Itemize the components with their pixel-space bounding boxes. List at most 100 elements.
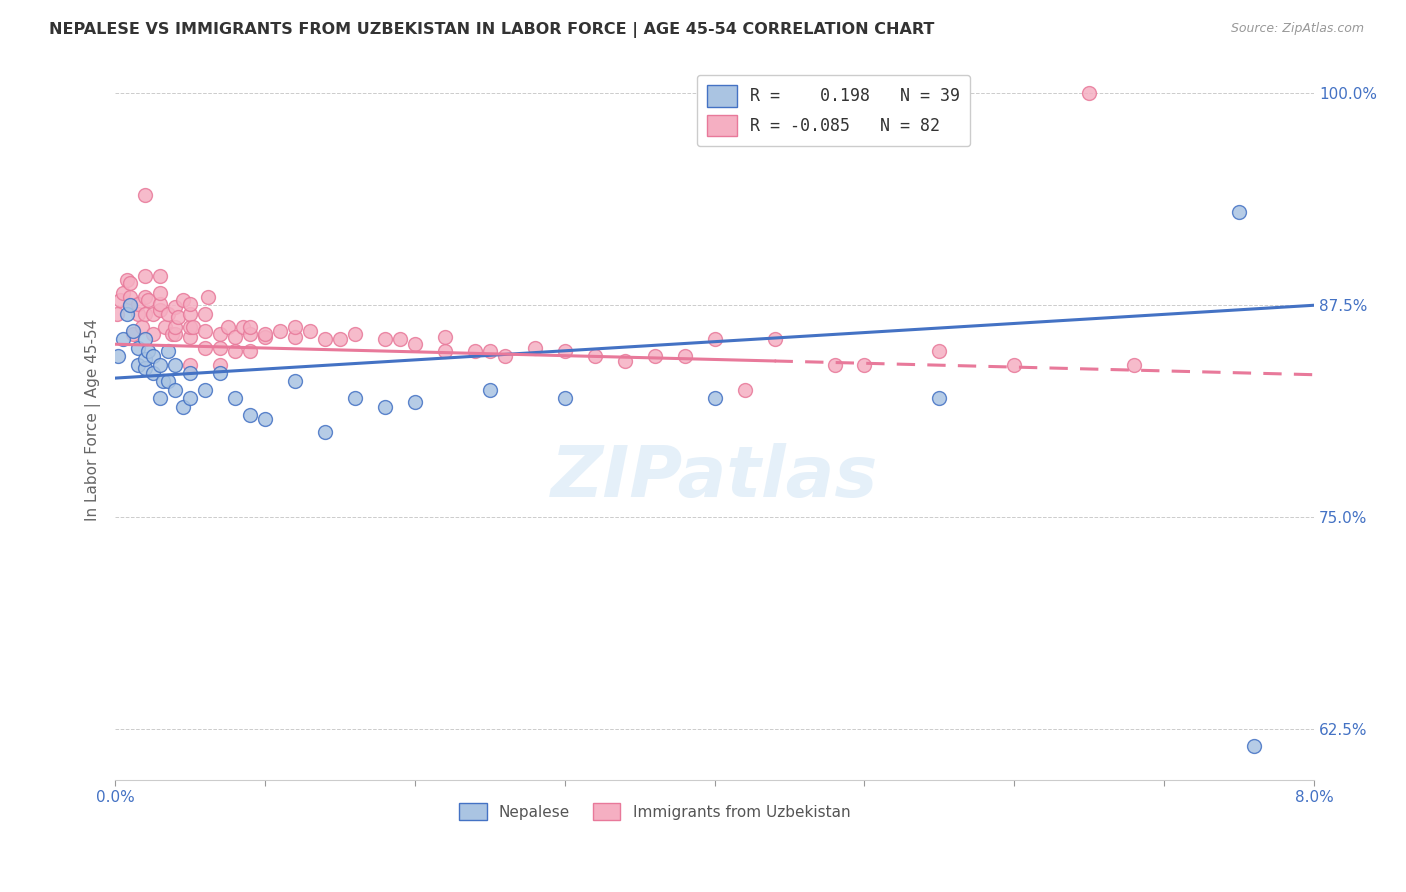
Point (284, 330, 307, 344)
Point (194, 307, 217, 321)
Point (209, 326, 232, 341)
Point (1078, 87, 1101, 101)
Point (583, 349, 606, 363)
Point (134, 307, 156, 321)
Point (179, 296, 201, 310)
Point (142, 326, 165, 341)
Point (404, 394, 426, 409)
Point (928, 392, 950, 406)
Point (1243, 739, 1265, 753)
Point (142, 307, 165, 321)
Point (194, 324, 217, 338)
Point (254, 330, 277, 344)
Point (127, 341, 149, 355)
Point (644, 349, 666, 363)
Text: Source: ZipAtlas.com: Source: ZipAtlas.com (1230, 22, 1364, 36)
Point (149, 392, 172, 406)
Point (134, 269, 156, 284)
Point (209, 358, 232, 372)
Point (224, 330, 246, 344)
Point (404, 337, 426, 351)
Point (613, 354, 636, 368)
Point (127, 358, 149, 372)
Point (194, 341, 217, 355)
Point (111, 332, 134, 346)
Point (149, 286, 172, 301)
Point (239, 320, 262, 334)
Point (165, 326, 187, 341)
Point (197, 290, 219, 304)
Point (554, 392, 576, 406)
Point (478, 383, 501, 397)
Point (734, 383, 756, 397)
Point (134, 290, 156, 304)
Point (134, 352, 156, 367)
Point (105, 307, 128, 321)
Point (149, 269, 172, 284)
Point (374, 332, 396, 346)
Text: NEPALESE VS IMMIGRANTS FROM UZBEKISTAN IN LABOR FORCE | AGE 45-54 CORRELATION CH: NEPALESE VS IMMIGRANTS FROM UZBEKISTAN I… (49, 22, 935, 38)
Point (160, 326, 183, 341)
Point (314, 425, 336, 440)
Point (269, 324, 291, 338)
Point (824, 358, 846, 372)
Point (179, 366, 201, 380)
Point (120, 277, 142, 291)
Point (374, 400, 396, 414)
Point (388, 332, 411, 346)
Point (554, 343, 576, 358)
Point (284, 320, 307, 334)
Point (494, 349, 516, 363)
Point (111, 286, 134, 301)
Point (1123, 358, 1146, 372)
Point (284, 375, 307, 389)
Point (108, 293, 131, 308)
Point (239, 343, 262, 358)
Point (165, 320, 187, 334)
Point (179, 330, 201, 344)
Point (134, 360, 156, 375)
Point (149, 303, 172, 318)
Y-axis label: In Labor Force | Age 45-54: In Labor Force | Age 45-54 (86, 318, 101, 521)
Point (156, 375, 179, 389)
Point (254, 326, 277, 341)
Point (153, 320, 176, 334)
Point (224, 343, 246, 358)
Point (149, 358, 172, 372)
Point (224, 392, 246, 406)
Point (122, 324, 145, 338)
Point (239, 326, 262, 341)
Point (131, 320, 153, 334)
Point (298, 324, 321, 338)
Point (179, 320, 201, 334)
Point (209, 366, 232, 380)
Point (853, 358, 876, 372)
Legend: Nepalese, Immigrants from Uzbekistan: Nepalese, Immigrants from Uzbekistan (453, 797, 856, 826)
Point (703, 392, 725, 406)
Point (217, 320, 239, 334)
Point (172, 400, 194, 414)
Point (149, 296, 172, 310)
Point (172, 293, 194, 308)
Point (703, 332, 725, 346)
Point (433, 330, 456, 344)
Point (464, 343, 486, 358)
Point (165, 383, 187, 397)
Point (134, 332, 156, 346)
Point (329, 332, 352, 346)
Point (433, 343, 456, 358)
Point (181, 320, 204, 334)
Point (142, 349, 165, 363)
Point (165, 300, 187, 314)
Point (136, 293, 159, 308)
Point (1227, 205, 1250, 219)
Point (120, 298, 142, 312)
Point (179, 307, 201, 321)
Point (179, 358, 201, 372)
Point (156, 343, 179, 358)
Point (167, 310, 190, 325)
Point (1002, 358, 1025, 372)
Point (209, 341, 232, 355)
Point (136, 343, 159, 358)
Point (254, 411, 277, 425)
